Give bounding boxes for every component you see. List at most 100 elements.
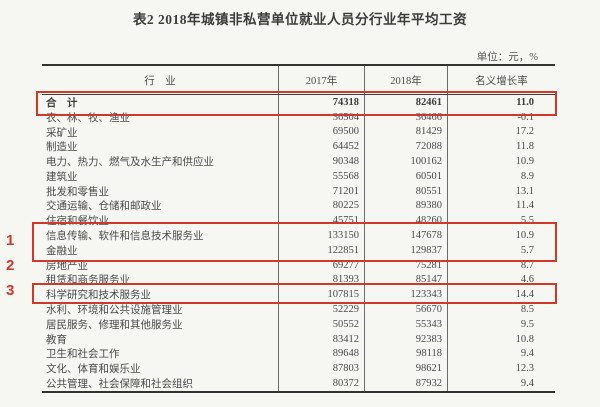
industry-cell: 公共管理、社会保障和社会组织 [42, 376, 279, 391]
y2018-cell: 85147 [365, 272, 448, 288]
growth-cell: 11.4 [516, 200, 534, 212]
industry-cell: 科学研究和技术服务业 [42, 287, 279, 303]
y2017-cell: 74318 [279, 95, 365, 110]
y2018-cell: 72088 [365, 139, 448, 155]
y2018-cell: 100162 [365, 154, 448, 169]
y2017-cell: 36504 [279, 109, 365, 125]
y2018-cell: 48260 [365, 213, 448, 229]
header-2017: 2017年 [279, 66, 365, 94]
industry-cell: 采矿业 [42, 124, 279, 140]
y2017-cell: 133150 [279, 228, 365, 243]
y2017-cell: 55568 [279, 168, 365, 184]
growth-cell: 12.3 [515, 363, 534, 375]
growth-cell: 10.9 [515, 230, 534, 242]
y2018-cell: 81429 [365, 124, 448, 140]
industry-cell: 水利、环境和公共设施管理业 [42, 302, 279, 317]
growth-cell: 10.9 [515, 156, 534, 168]
y2017-cell: 89648 [279, 346, 365, 362]
industry-cell: 教育 [42, 331, 279, 347]
y2018-cell: 92383 [365, 331, 448, 347]
growth-cell: 5.7 [520, 244, 534, 256]
industry-cell: 租赁和商务服务业 [42, 272, 279, 288]
y2018-cell: 82461 [365, 95, 448, 110]
y2017-cell: 69277 [279, 257, 365, 273]
industry-cell: 建筑业 [42, 168, 279, 184]
y2017-cell: 83412 [279, 331, 365, 347]
growth-cell: 14.4 [515, 289, 534, 301]
growth-cell: 10.8 [515, 333, 534, 345]
y2017-cell: 80372 [279, 376, 365, 391]
growth-cell: 4.6 [520, 274, 534, 286]
growth-cell: 17.2 [515, 126, 534, 138]
table-row: 金融业 122851 129837 5.7 [42, 242, 555, 258]
table-row: 制造业 64452 72088 11.8 [42, 139, 555, 155]
table-body: 合 计 74318 82461 11.0 农、林、牧、渔业 36504 36466 -0.1 采… [42, 95, 555, 391]
y2018-cell: 87932 [365, 376, 448, 391]
wage-table: 行 业 2017年 2018年 名义增长率 合 计 74318 82461 11.0 农… [42, 64, 555, 393]
industry-cell: 居民服务、修理和其他服务业 [42, 316, 279, 332]
y2018-cell: 98621 [365, 361, 448, 377]
table-row: 水利、环境和公共设施管理业 52229 56670 8.5 [42, 302, 555, 317]
table-row: 交通运输、仓储和邮政业 80225 89380 11.4 [42, 198, 555, 214]
y2018-cell: 75281 [365, 257, 448, 273]
table-row: 公共管理、社会保障和社会组织 80372 87932 9.4 [42, 376, 555, 391]
table-row: 信息传输、软件和信息技术服务业 133150 147678 10.9 [42, 228, 555, 243]
y2017-cell: 64452 [279, 139, 365, 155]
table-header-row: 行 业 2017年 2018年 名义增长率 [42, 66, 555, 95]
table-row: 采矿业 69500 81429 17.2 [42, 124, 555, 140]
table-row: 房地产业 69277 75281 8.7 [42, 257, 555, 273]
highlight-box-total [36, 91, 557, 116]
y2018-cell: 147678 [365, 228, 448, 243]
growth-cell: 8.5 [520, 304, 534, 316]
industry-cell: 文化、体育和娱乐业 [42, 361, 279, 377]
y2018-cell: 55343 [365, 316, 448, 332]
table-row: 卫生和社会工作 89648 98118 9.4 [42, 346, 555, 362]
table-row: 农、林、牧、渔业 36504 36466 -0.1 [42, 109, 555, 125]
highlight-box-rank1-2 [32, 222, 557, 262]
y2017-cell: 52229 [279, 302, 365, 317]
industry-cell: 制造业 [42, 139, 279, 155]
table-row: 建筑业 55568 60501 8.9 [42, 168, 555, 184]
industry-cell: 卫生和社会工作 [42, 346, 279, 362]
y2018-cell: 56670 [365, 302, 448, 317]
y2018-cell: 89380 [365, 198, 448, 214]
table-row: 批发和零售业 71201 80551 13.1 [42, 183, 555, 199]
table-row: 合 计 74318 82461 11.0 [42, 95, 555, 110]
y2017-cell: 45751 [279, 213, 365, 229]
page-title: 表2 2018年城镇非私营单位就业人员分行业年平均工资 [132, 12, 468, 27]
header-growth: 名义增长率 [475, 75, 528, 87]
y2017-cell: 122851 [279, 242, 365, 258]
header-2018: 2018年 [365, 66, 448, 94]
y2017-cell: 87803 [279, 361, 365, 377]
y2018-cell: 123343 [365, 287, 448, 303]
unit-note: 单位：元，% [476, 52, 538, 63]
industry-cell: 交通运输、仓储和邮政业 [42, 198, 279, 214]
y2017-cell: 71201 [279, 183, 365, 199]
rank-marker-1: 1 [6, 232, 15, 249]
industry-cell: 信息传输、软件和信息技术服务业 [42, 228, 279, 243]
y2018-cell: 60501 [365, 168, 448, 184]
y2018-cell: 80551 [365, 183, 448, 199]
industry-cell: 农、林、牧、渔业 [42, 109, 279, 125]
y2018-cell: 36466 [365, 109, 448, 125]
industry-cell: 住宿和餐饮业 [42, 213, 279, 229]
industry-cell: 房地产业 [42, 257, 279, 273]
y2018-cell: 129837 [365, 242, 448, 258]
growth-cell: 8.9 [520, 170, 534, 182]
growth-cell: 9.5 [520, 318, 534, 330]
growth-cell: 9.4 [520, 378, 534, 390]
y2017-cell: 81393 [279, 272, 365, 288]
rank-marker-2: 2 [6, 257, 15, 274]
growth-cell: 9.4 [520, 348, 534, 360]
growth-cell: -0.1 [517, 111, 534, 123]
table-row: 文化、体育和娱乐业 87803 98621 12.3 [42, 361, 555, 377]
growth-cell: 11.8 [516, 141, 534, 153]
header-industry: 行 业 [42, 66, 279, 94]
table-row: 电力、热力、燃气及水生产和供应业 90348 100162 10.9 [42, 154, 555, 169]
industry-cell: 金融业 [42, 242, 279, 258]
growth-cell: 11.0 [516, 96, 534, 108]
growth-cell: 13.1 [515, 185, 534, 197]
y2017-cell: 50552 [279, 316, 365, 332]
y2017-cell: 80225 [279, 198, 365, 214]
industry-cell: 电力、热力、燃气及水生产和供应业 [42, 154, 279, 169]
